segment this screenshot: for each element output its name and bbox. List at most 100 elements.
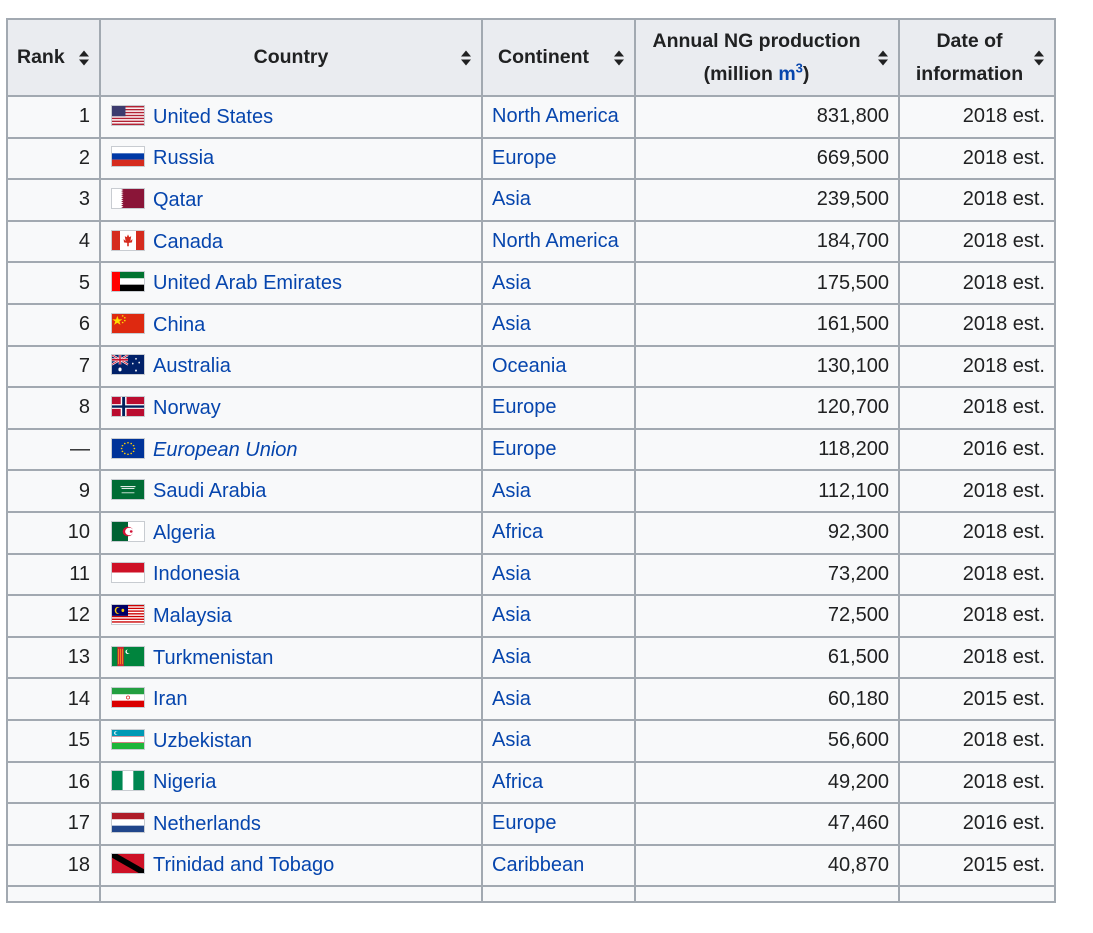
- eu-flag-icon[interactable]: [111, 437, 145, 459]
- country-cell: Uzbekistan: [99, 718, 483, 763]
- continent-link[interactable]: Africa: [492, 770, 544, 793]
- continent-link[interactable]: Oceania: [492, 354, 567, 377]
- norway-flag-icon[interactable]: [111, 395, 145, 417]
- saudi-arabia-flag-icon[interactable]: [111, 479, 145, 501]
- sort-icon[interactable]: [878, 50, 889, 65]
- continent-link[interactable]: Europe: [492, 146, 557, 169]
- continent-link[interactable]: Asia: [492, 479, 531, 502]
- continent-link[interactable]: Europe: [492, 396, 557, 419]
- continent-link[interactable]: Asia: [492, 313, 531, 336]
- continent-link[interactable]: Africa: [492, 521, 544, 544]
- country-link[interactable]: Australia: [153, 355, 231, 378]
- rank-column-header[interactable]: Rank: [6, 18, 101, 97]
- continent-link[interactable]: North America: [492, 105, 619, 128]
- country-link[interactable]: Saudi Arabia: [153, 480, 267, 503]
- country-cell: United Arab Emirates: [99, 261, 483, 305]
- sort-icon[interactable]: [614, 50, 625, 65]
- russia-flag-icon[interactable]: [111, 146, 145, 168]
- continent-link[interactable]: Asia: [492, 604, 531, 627]
- table-row: 15 Uzbekistan Asia 56,600 2018 est.: [6, 718, 1056, 763]
- production-header-label: Annual NG production (million m3): [653, 25, 861, 91]
- date-cell: [898, 885, 1056, 904]
- date-value: 2018 est.: [962, 146, 1045, 169]
- rank-cell: 16: [6, 760, 101, 805]
- continent-column-header[interactable]: Continent: [481, 18, 636, 97]
- country-link[interactable]: Russia: [153, 147, 215, 170]
- country-link[interactable]: Trinidad and Tobago: [153, 854, 335, 877]
- rank-value: 9: [78, 479, 90, 502]
- indonesia-flag-icon[interactable]: [111, 562, 145, 584]
- production-cell: 61,500: [634, 635, 900, 680]
- production-value: 669,500: [816, 146, 889, 169]
- country-link[interactable]: Iran: [153, 688, 188, 711]
- continent-link[interactable]: Caribbean: [492, 853, 585, 876]
- rank-cell: 3: [6, 178, 101, 222]
- date-cell: 2018 est.: [898, 635, 1056, 680]
- country-cell: Turkmenistan: [99, 635, 483, 680]
- country-link[interactable]: Nigeria: [153, 771, 217, 794]
- country-link[interactable]: United Arab Emirates: [153, 272, 342, 295]
- cubic-metre-link[interactable]: m3: [778, 61, 803, 85]
- country-link[interactable]: Qatar: [153, 188, 204, 211]
- country-link[interactable]: Malaysia: [153, 604, 232, 627]
- table-row: 7 Australia Oceania 130,100 2018 est.: [6, 344, 1056, 389]
- country-column-header[interactable]: Country: [99, 18, 483, 97]
- production-cell: 831,800: [634, 95, 900, 139]
- uae-flag-icon[interactable]: [111, 271, 145, 293]
- nigeria-flag-icon[interactable]: [111, 770, 145, 792]
- continent-link[interactable]: Asia: [492, 271, 531, 294]
- iran-flag-icon[interactable]: [111, 687, 145, 709]
- sort-icon[interactable]: [1034, 50, 1045, 65]
- production-cell: 130,100: [634, 344, 900, 389]
- rank-cell: 11: [6, 552, 101, 597]
- country-link[interactable]: Netherlands: [153, 812, 261, 835]
- country-link[interactable]: Canada: [153, 230, 224, 253]
- rank-cell: 4: [6, 219, 101, 264]
- china-flag-icon[interactable]: [111, 312, 145, 334]
- continent-link[interactable]: Asia: [492, 687, 531, 710]
- rank-cell: 14: [6, 677, 101, 721]
- continent-link[interactable]: Asia: [492, 562, 531, 585]
- country-cell: Netherlands: [99, 802, 483, 846]
- country-link[interactable]: Algeria: [153, 521, 216, 544]
- production-cell: 120,700: [634, 386, 900, 430]
- table-row: 8 Norway Europe 120,700 2018 est.: [6, 386, 1056, 430]
- date-cell: 2018 est.: [898, 261, 1056, 305]
- qatar-flag-icon[interactable]: [111, 187, 145, 209]
- date-value: 2018 est.: [962, 770, 1045, 793]
- country-cell: China: [99, 302, 483, 347]
- country-cell: Iran: [99, 677, 483, 721]
- continent-link[interactable]: Asia: [492, 729, 531, 752]
- ng-production-table: Rank Country Continent Annual NG product…: [6, 18, 1056, 904]
- rank-value: 5: [78, 271, 90, 294]
- canada-flag-icon[interactable]: [111, 229, 145, 251]
- algeria-flag-icon[interactable]: [111, 520, 145, 542]
- country-link[interactable]: Indonesia: [153, 563, 240, 586]
- turkmenistan-flag-icon[interactable]: [111, 645, 145, 667]
- production-value: 47,460: [827, 812, 889, 835]
- production-column-header[interactable]: Annual NG production (million m3): [634, 18, 900, 97]
- malaysia-flag-icon[interactable]: [111, 603, 145, 625]
- sort-icon[interactable]: [79, 50, 90, 65]
- netherlands-flag-icon[interactable]: [111, 811, 145, 833]
- country-link[interactable]: United States: [153, 105, 274, 128]
- country-link[interactable]: European Union: [153, 438, 298, 461]
- continent-link[interactable]: Europe: [492, 812, 557, 835]
- country-link[interactable]: Turkmenistan: [153, 646, 274, 669]
- date-cell: 2016 est.: [898, 427, 1056, 472]
- country-link[interactable]: Norway: [153, 396, 221, 419]
- date-value: 2016 est.: [962, 438, 1045, 461]
- country-link[interactable]: Uzbekistan: [153, 729, 252, 752]
- uzbekistan-flag-icon[interactable]: [111, 728, 145, 750]
- country-link[interactable]: China: [153, 313, 206, 336]
- continent-link[interactable]: Europe: [492, 438, 557, 461]
- continent-link[interactable]: Asia: [492, 188, 531, 211]
- trinidad-and-tobago-flag-icon[interactable]: [111, 853, 145, 875]
- continent-link[interactable]: North America: [492, 230, 619, 253]
- australia-flag-icon[interactable]: [111, 354, 145, 376]
- sort-icon[interactable]: [461, 50, 472, 65]
- date-column-header[interactable]: Date of information: [898, 18, 1056, 97]
- continent-link[interactable]: Asia: [492, 646, 531, 669]
- production-value: 161,500: [816, 313, 889, 336]
- us-flag-icon[interactable]: [111, 104, 145, 126]
